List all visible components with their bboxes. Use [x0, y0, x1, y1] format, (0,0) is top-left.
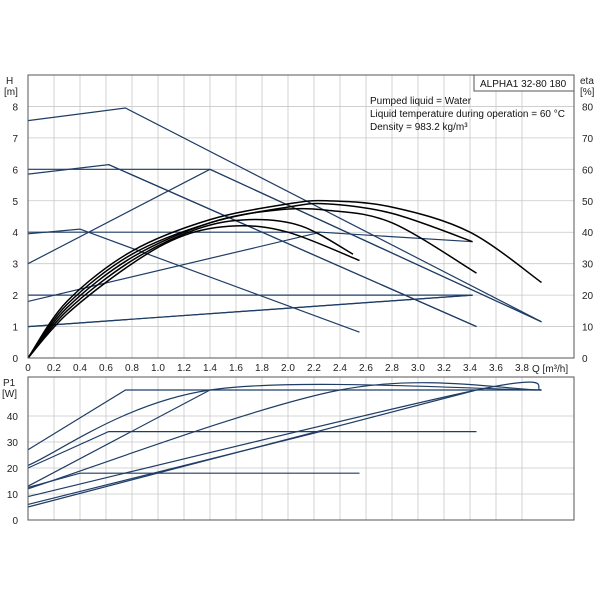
x-tick-label: 1.4: [203, 363, 217, 374]
head-efficiency-chart: 0 0.2 0.4 0.6 0.8 1.0 1.2 1.4 1.6 1.8 2.0 2.2 2.4 2.6…: [4, 74, 595, 375]
x-tick-label: 0.8: [125, 363, 139, 374]
constant-pressure-line-1-line: [27, 168, 211, 265]
chart-title: ALPHA1 32-80 180: [480, 79, 567, 90]
power-tick-labels: 0 10 20 30 40: [7, 412, 19, 527]
x-tick-label: 3.4: [463, 363, 477, 374]
h-tick-label: 6: [12, 165, 18, 176]
eta-tick-label: 60: [582, 165, 594, 176]
eta-curve-5-line: [27, 225, 360, 359]
y2-axis-name: eta: [580, 76, 594, 87]
h-tick-label: 0: [12, 354, 18, 365]
h-tick-label: 8: [12, 102, 18, 113]
power-chart: 0 10 20 30 40 P1 [W]: [2, 376, 575, 527]
p1-curve-2-line: [27, 431, 477, 469]
x-tick-label: 2.4: [333, 363, 347, 374]
x-tick-label: 0.2: [47, 363, 61, 374]
p1-tick-label: 40: [7, 412, 19, 423]
p1-curve-3-line: [27, 472, 360, 489]
p1-prop-pressure-high-line: [27, 383, 542, 466]
x-tick-label: 1.8: [255, 363, 269, 374]
constant-pressure-line-4-line: [27, 294, 473, 328]
pump-curve-max-line: [27, 107, 542, 323]
title-box: [473, 74, 575, 92]
eta-tick-label: 30: [582, 260, 594, 271]
head-curves: [27, 107, 542, 359]
proportional-pressure-high-line: [28, 168, 542, 323]
power-chart-frame: [27, 376, 575, 521]
p1-prop-pressure-low-line: [27, 381, 542, 498]
x-tick-label: 2.8: [385, 363, 399, 374]
eta-curve-3-line: [27, 207, 477, 359]
p1-axis-unit: [W]: [2, 389, 17, 400]
x-axis-label: Q [m³/h]: [532, 364, 568, 375]
head-tick-labels: 0 0.2 0.4 0.6 0.8 1.0 1.2 1.4 1.6 1.8 2.0 2.2 2.4 2.6…: [12, 102, 593, 374]
h-tick-label: 7: [12, 134, 18, 145]
x-tick-label: 1.2: [177, 363, 191, 374]
proportional-pressure-mid-line: [28, 231, 473, 243]
p1-axis-name: P1: [3, 378, 16, 389]
eta-curve-4-line: [27, 218, 354, 359]
power-curves: [27, 381, 542, 508]
eta-tick-label: 0: [582, 354, 588, 365]
x-tick-label: 3.0: [411, 363, 425, 374]
x-tick-label: 2.0: [281, 363, 295, 374]
h-tick-label: 4: [12, 228, 18, 239]
x-tick-label: 0: [25, 363, 31, 374]
p1-tick-label: 20: [7, 464, 19, 475]
eta-tick-label: 40: [582, 228, 594, 239]
x-tick-label: 1.0: [151, 363, 165, 374]
p1-tick-label: 0: [12, 516, 18, 527]
x-tick-label: 1.6: [229, 363, 243, 374]
head-chart-frame: [27, 74, 575, 359]
x-tick-label: 2.2: [307, 363, 321, 374]
constant-pressure-line-6-line: [108, 164, 477, 328]
h-tick-label: 1: [12, 323, 18, 334]
x-tick-label: 0.6: [99, 363, 113, 374]
y-axis-unit: [m]: [4, 87, 18, 98]
eta-tick-label: 80: [582, 102, 594, 113]
constant-pressure-line-5-line: [209, 168, 542, 323]
h-tick-label: 3: [12, 260, 18, 271]
eta-tick-label: 70: [582, 134, 594, 145]
x-tick-label: 0.4: [73, 363, 87, 374]
x-tick-label: 3.8: [515, 363, 529, 374]
x-tick-label: 3.6: [489, 363, 503, 374]
annotation-density: Density = 983.2 kg/m³: [370, 122, 468, 133]
p1-tick-label: 10: [7, 490, 19, 501]
y2-axis-unit: [%]: [580, 87, 595, 98]
p1-prop-pressure-mid-line: [27, 382, 542, 490]
h-tick-label: 5: [12, 197, 18, 208]
p1-tick-label: 30: [7, 438, 19, 449]
p1-max-curve-line: [27, 389, 542, 451]
eta-tick-label: 20: [582, 291, 594, 302]
power-grid: [27, 377, 574, 521]
x-tick-label: 2.6: [359, 363, 373, 374]
p1-const-pressure-1-line: [27, 389, 211, 487]
y-axis-name: H: [6, 76, 13, 87]
eta-curve-1-line: [27, 199, 542, 359]
annotation-pumped-liquid: Pumped liquid = Water: [370, 96, 472, 107]
pump-curve-3-line: [27, 228, 360, 333]
h-tick-label: 2: [12, 291, 18, 302]
eta-tick-label: 10: [582, 323, 594, 334]
eta-tick-label: 50: [582, 197, 594, 208]
annotation-liquid-temperature: Liquid temperature during operation = 60…: [370, 109, 565, 120]
p1-const-pressure-3-line: [27, 389, 477, 508]
constant-pressure-line-2-line: [27, 231, 321, 302]
x-tick-label: 3.2: [437, 363, 451, 374]
